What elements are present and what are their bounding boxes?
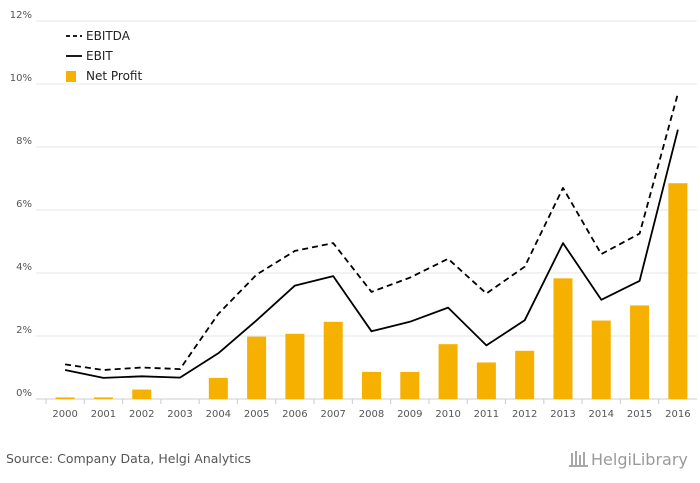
x-tick-label: 2002 <box>129 409 154 420</box>
y-tick-label: 0% <box>16 388 32 399</box>
x-tick-label: 2005 <box>244 409 269 420</box>
legend-item-net-profit: Net Profit <box>66 69 142 83</box>
x-tick-label: 2008 <box>359 409 384 420</box>
net-profit-bar <box>438 344 458 399</box>
x-tick-label: 2010 <box>435 409 460 420</box>
y-tick-label: 12% <box>10 10 32 21</box>
legend-item-ebit: EBIT <box>66 49 113 63</box>
x-tick-label: 2014 <box>589 409 614 420</box>
x-tick-label: 2001 <box>91 409 116 420</box>
line-series <box>64 93 679 379</box>
x-tick-label: 2013 <box>550 409 575 420</box>
y-tick-label: 4% <box>16 262 32 273</box>
brand-name: HelgiLibrary <box>591 450 688 469</box>
legend-label: EBIT <box>86 49 113 63</box>
x-tick-label: 2012 <box>512 409 537 420</box>
x-tick-label: 2009 <box>397 409 422 420</box>
net-profit-bar <box>285 333 305 399</box>
net-profit-bar <box>208 377 228 399</box>
net-profit-bar <box>668 183 688 399</box>
y-tick-label: 8% <box>16 136 32 147</box>
x-tick-label: 2006 <box>282 409 307 420</box>
helgi-logo: HelgiLibrary <box>569 450 688 469</box>
net-profit-bar <box>93 397 113 399</box>
x-tick-label: 2011 <box>474 409 499 420</box>
legend-item-ebitda: EBITDA <box>66 29 131 43</box>
x-tick-label: 2004 <box>206 409 231 420</box>
grid-lines <box>36 20 697 400</box>
x-tick-label: 2003 <box>167 409 192 420</box>
ebitda-line <box>64 93 679 371</box>
net-profit-bar <box>55 397 75 399</box>
net-profit-bar <box>591 320 611 399</box>
net-profit-bar <box>476 362 496 399</box>
source-note: Source: Company Data, Helgi Analytics <box>6 451 251 466</box>
legend-label: EBITDA <box>86 29 131 43</box>
y-tick-label: 6% <box>16 199 32 210</box>
net-profit-bar <box>630 305 650 399</box>
y-axis-ticks: 0% 2% 4% 6% 8% 10% 12% <box>10 10 32 399</box>
x-tick-label: 2015 <box>627 409 652 420</box>
y-tick-label: 2% <box>16 325 32 336</box>
net-profit-bar <box>247 336 267 399</box>
legend-label: Net Profit <box>86 69 142 83</box>
x-tick-label: 2016 <box>665 409 690 420</box>
legend: EBITDA EBIT Net Profit <box>66 29 142 83</box>
net-profit-bar <box>323 321 343 399</box>
net-profit-bar <box>132 389 152 399</box>
net-profit-bar <box>400 371 420 399</box>
ebit-line <box>64 129 679 379</box>
net-profit-bar <box>553 278 573 399</box>
x-tick-label: 2000 <box>52 409 77 420</box>
net-profit-bars <box>55 183 688 399</box>
legend-swatch <box>66 71 76 82</box>
library-icon <box>569 451 588 467</box>
net-profit-bar <box>362 371 381 399</box>
y-tick-label: 10% <box>10 73 32 84</box>
x-axis-ticks: 2000 2001 2002 2003 2004 2005 2006 2007 2008 2009… <box>45 399 691 420</box>
net-profit-bar <box>515 350 535 399</box>
x-tick-label: 2007 <box>320 409 345 420</box>
